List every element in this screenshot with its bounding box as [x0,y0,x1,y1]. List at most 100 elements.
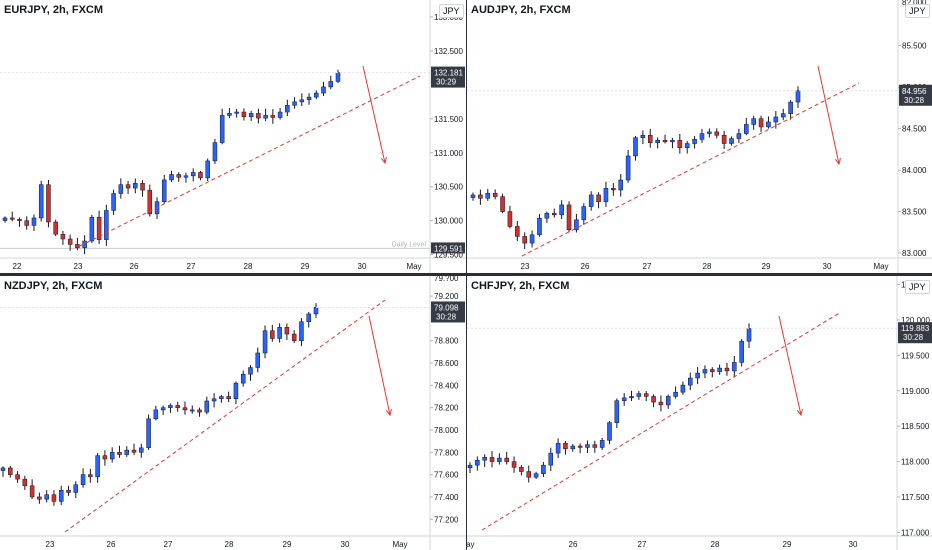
x-tick-label: 27 [638,540,647,549]
candle-body [95,455,100,478]
countdown-value: 30:28 [904,96,925,105]
chart-panel-nzdjpy[interactable]: 79.200 78.800 78.600 78.400 78.200 78.000 77.8… [0,276,466,550]
x-tick-label: May [873,262,888,271]
y-tick-label: 78.600 [434,359,459,368]
candle-body [577,445,583,448]
candle-body [695,372,700,379]
candle-body [497,457,502,462]
candle-body [795,90,801,103]
down-arrow-head [834,158,841,166]
candle-body [75,244,80,249]
candle-body [621,397,627,401]
candle-body [670,139,675,143]
y-tick-label: 129.500 [434,251,463,260]
chart-panel-chfjpy[interactable]: 120.500120.000119.500119.000118.500118.0… [467,276,932,550]
candle-body [51,494,57,502]
countdown-value: 30:28 [903,333,924,342]
candle-body [60,233,66,240]
down-arrow [778,315,802,416]
candle-body [88,474,93,478]
candle-body [673,391,678,397]
y-tick-label: 132.500 [434,47,463,56]
x-tick-label: May [406,262,421,271]
y-tick-label: 83.500 [902,208,927,217]
candle-body [89,217,95,242]
x-tick-label: May [392,540,407,549]
candle-body [118,184,124,194]
chart-panel-audjpy[interactable]: 85.50085.00084.50084.00083.50083.0008?.0… [467,0,932,273]
candle-body [73,484,79,493]
y-tick-label: 77.800 [434,448,459,457]
y-tick-label: 130.000 [434,217,463,226]
candle-body [611,188,616,191]
candle-body [788,101,793,114]
candle-body [585,444,590,448]
trend-line [79,75,421,247]
trend-line [481,311,842,531]
candle-body [758,118,764,128]
down-arrow-head [380,157,387,165]
candle-body [299,321,304,341]
candle-body [131,449,137,453]
y-tick-label: 85.500 [902,42,927,51]
candle-body [551,212,557,216]
y-tick-label-partial: 79.?00 [434,276,459,283]
candle-body [270,330,275,339]
candle-body [780,113,786,118]
x-tick-label: 26 [107,540,116,549]
x-tick-label: 26 [130,262,139,271]
y-tick-label: 79.200 [434,292,459,301]
candle-body [746,328,752,342]
x-tick-label: 27 [643,262,652,271]
candle-body [500,196,505,212]
last-price-tag [431,66,465,88]
candle-body [651,396,656,403]
candle-body [66,489,71,493]
candle-body [233,382,239,399]
candle-body [284,327,290,335]
candle-body [699,133,705,140]
candle-body [168,405,173,408]
x-tick-label: 23 [521,262,530,271]
candle-body [574,219,579,231]
countdown-value: 30:29 [436,78,457,87]
y-tick-label: 119.500 [901,351,930,360]
candle-body [647,134,653,143]
candle-body [559,204,564,216]
candle-body [255,352,261,368]
chart-svg-chfjpy: 120.500120.000119.500119.000118.500118.0… [467,276,932,550]
candle-body [104,210,109,240]
daily-level-label: Daily Level [392,241,427,248]
candle-body [596,194,601,202]
candle-body [176,174,181,178]
candle-body [692,139,697,144]
chart-panel-eurjpy[interactable]: 133.000132.500131.500131.000130.500130.0… [0,0,466,273]
candle-body [603,188,609,202]
candle-body [563,442,568,450]
y-tick-label: 118.000 [901,458,930,467]
candle-body [227,113,232,116]
candle-body [46,184,51,223]
trend-line [64,299,386,533]
currency-badge[interactable]: JPY [905,280,930,294]
candle-body [29,485,35,498]
candle-body [717,367,722,372]
chart-svg-eurjpy: 133.000132.500131.500131.000130.500130.0… [0,0,466,273]
candle-body [198,172,203,179]
currency-badge[interactable]: JPY [905,4,930,18]
x-tick-label: 30 [341,540,350,549]
candle-body [640,134,646,138]
candle-body [467,464,473,469]
candle-body [204,400,210,413]
candle-body [581,206,587,221]
candle-body [175,405,180,408]
candle-body [162,179,167,202]
y-tick-label: 120.000 [901,316,930,325]
candle-body [548,452,554,466]
candle-body [102,455,108,460]
currency-badge[interactable]: JPY [439,4,464,18]
candle-body [504,457,509,462]
candle-body [58,489,64,502]
candle-body [306,313,311,323]
y-tick-label: 130.500 [434,183,463,192]
